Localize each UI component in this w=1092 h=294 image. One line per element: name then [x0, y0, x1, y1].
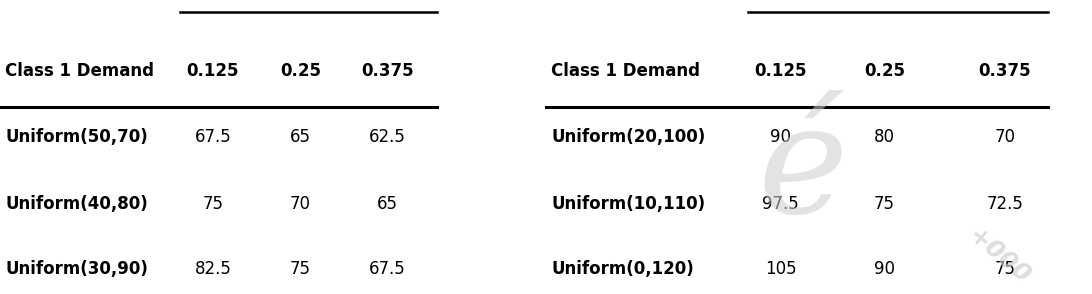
Text: 70: 70: [994, 128, 1016, 146]
Text: 70: 70: [289, 195, 311, 213]
Text: 75: 75: [202, 195, 224, 213]
Text: 65: 65: [377, 195, 399, 213]
Text: 75: 75: [874, 195, 895, 213]
Text: 90: 90: [874, 260, 895, 278]
Text: Uniform(10,110): Uniform(10,110): [551, 195, 705, 213]
Text: Class 1 Demand: Class 1 Demand: [551, 61, 700, 80]
Text: 97.5: 97.5: [762, 195, 799, 213]
Text: 67.5: 67.5: [369, 260, 406, 278]
Text: 65: 65: [289, 128, 311, 146]
Text: 0.375: 0.375: [361, 61, 414, 80]
Text: 0.125: 0.125: [187, 61, 239, 80]
Text: 0.25: 0.25: [280, 61, 321, 80]
Text: 0.125: 0.125: [755, 61, 807, 80]
Text: 72.5: 72.5: [986, 195, 1023, 213]
Text: 75: 75: [289, 260, 311, 278]
Text: 105: 105: [765, 260, 796, 278]
Text: Uniform(50,70): Uniform(50,70): [5, 128, 149, 146]
Text: Uniform(0,120): Uniform(0,120): [551, 260, 695, 278]
Text: 75: 75: [994, 260, 1016, 278]
Text: Class 1 Demand: Class 1 Demand: [5, 61, 154, 80]
Text: 0.375: 0.375: [978, 61, 1031, 80]
Text: Uniform(20,100): Uniform(20,100): [551, 128, 705, 146]
Text: é: é: [758, 96, 847, 245]
Text: 90: 90: [770, 128, 792, 146]
Text: 0.25: 0.25: [864, 61, 905, 80]
Text: 80: 80: [874, 128, 895, 146]
Text: Uniform(30,90): Uniform(30,90): [5, 260, 149, 278]
Text: 67.5: 67.5: [194, 128, 232, 146]
Text: 62.5: 62.5: [369, 128, 406, 146]
Text: 82.5: 82.5: [194, 260, 232, 278]
Text: Uniform(40,80): Uniform(40,80): [5, 195, 149, 213]
Text: +000: +000: [963, 223, 1035, 288]
